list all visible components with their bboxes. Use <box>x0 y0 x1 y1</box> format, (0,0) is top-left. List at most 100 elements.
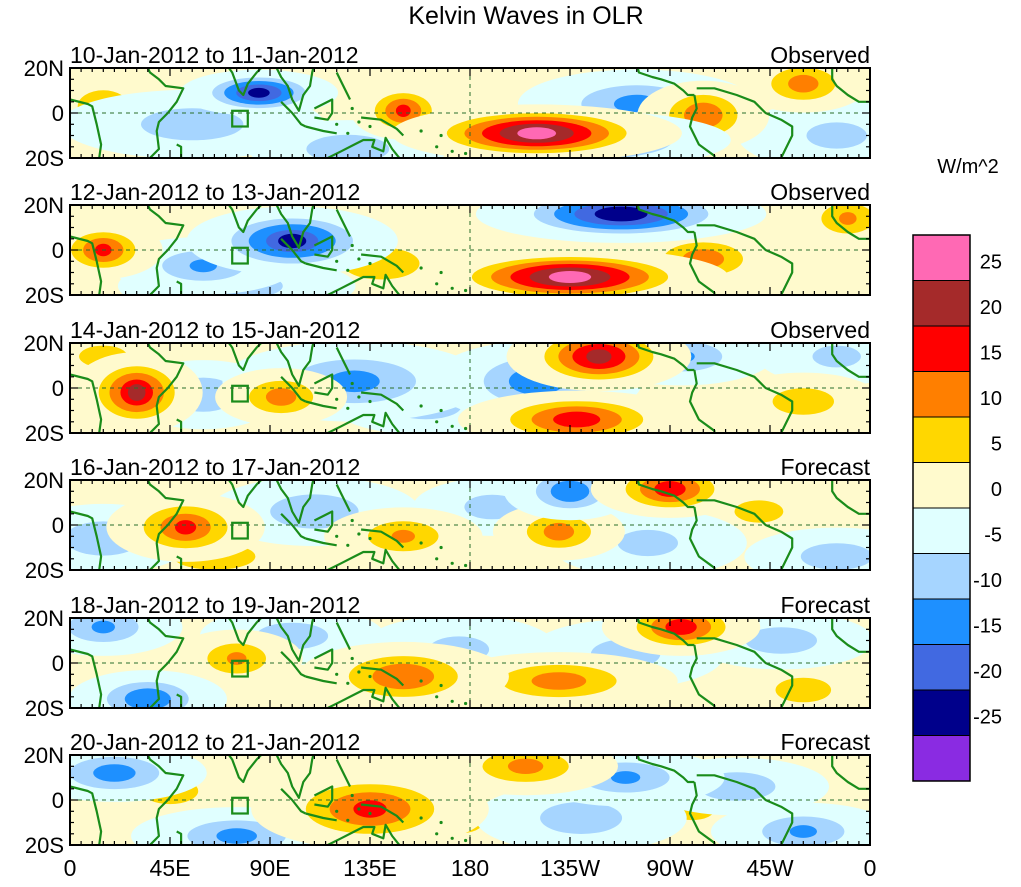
anomaly-contour-band <box>531 672 587 690</box>
sumatra-coast <box>280 513 307 540</box>
west-africa-coast <box>831 343 870 378</box>
panel-period-label: 20-Jan-2012 to 21-Jan-2012 <box>70 729 360 755</box>
lon-tick-label: 90E <box>250 855 291 881</box>
lat-tick-label: 20S <box>25 558 64 583</box>
lon-tick-label: 180 <box>451 855 489 881</box>
panels-group: 20N 0 20S 10-Jan-2012 to 11-Jan-2012 Observe… <box>24 42 871 858</box>
panel-ticks <box>69 617 871 709</box>
colorbar-tick-label: 0 <box>991 479 1002 501</box>
colorbar-tick-label: -25 <box>973 707 1002 729</box>
colorbar-swatch <box>912 689 971 736</box>
island-mark <box>357 395 361 399</box>
olr-field <box>70 205 870 295</box>
sumatra-coast <box>280 651 307 678</box>
new-guinea-coast <box>360 116 405 137</box>
new-guinea-coast <box>360 803 405 824</box>
africa-east-coast <box>146 343 185 433</box>
island-mark <box>419 679 423 683</box>
colorbar-swatch <box>912 553 971 600</box>
colorbar-swatch <box>912 416 971 463</box>
island-mark <box>357 670 361 674</box>
island-mark <box>350 106 354 111</box>
panel-status-label: Observed <box>770 317 870 343</box>
colorbar-swatch <box>912 371 971 418</box>
island-mark <box>435 832 439 836</box>
anomaly-contour-band <box>127 384 146 401</box>
lon-tick-label: 0 <box>864 855 877 881</box>
island-mark <box>439 545 443 550</box>
central-america-coast <box>636 68 695 97</box>
island-mark <box>346 406 350 410</box>
island-mark <box>464 426 468 431</box>
anomaly-contour-band <box>594 206 648 222</box>
lat-tick-label: 20S <box>25 833 64 858</box>
anomaly-contour-band <box>617 529 678 557</box>
south-america-north-coast <box>696 637 794 708</box>
borneo-coast <box>313 785 334 808</box>
anomaly-contour-band <box>124 688 171 708</box>
west-africa-coast <box>831 205 870 240</box>
india-coast <box>227 755 263 784</box>
island-mark <box>357 807 361 811</box>
longitude-axis: 0 45E 90E 135E 180 135W 90W 45W 0 <box>64 855 877 881</box>
island-mark <box>419 129 423 133</box>
island-mark <box>450 836 454 840</box>
africa-west-coast <box>70 648 103 708</box>
philippines-coast <box>335 209 351 237</box>
panel-period-label: 10-Jan-2012 to 11-Jan-2012 <box>70 42 359 68</box>
anomaly-contour-band <box>265 388 297 406</box>
lat-tick-label: 20S <box>25 146 64 171</box>
island-mark <box>439 683 443 688</box>
lat-tick-label: 0 <box>52 376 64 401</box>
lat-tick-label: 20N <box>24 743 64 768</box>
new-guinea-coast <box>360 528 405 549</box>
panel-period-label: 18-Jan-2012 to 19-Jan-2012 <box>70 592 360 618</box>
colorbar-swatch <box>912 234 971 281</box>
island-mark <box>464 563 468 568</box>
anomaly-contour-band <box>550 480 590 502</box>
map-panel: 20N 0 20S 14-Jan-2012 to 15-Jan-2012 Observe… <box>24 317 871 446</box>
philippines-coast <box>335 484 351 512</box>
west-africa-coast <box>831 68 870 103</box>
coastlines <box>70 205 870 295</box>
anomaly-contour-band <box>734 500 784 523</box>
lon-tick-label: 135E <box>343 855 397 881</box>
panel-period-label: 16-Jan-2012 to 17-Jan-2012 <box>70 454 360 480</box>
island-mark <box>439 408 443 413</box>
colorbar-tick-label: 10 <box>980 388 1002 410</box>
island-mark <box>368 399 372 404</box>
central-america-coast <box>636 618 695 647</box>
island-mark <box>335 122 339 126</box>
anomaly-contour-band <box>800 543 870 570</box>
region-box-marker <box>231 246 249 265</box>
sumatra-coast <box>280 788 307 815</box>
west-africa-coast <box>831 618 870 653</box>
java-coast <box>305 675 337 685</box>
colorbar-tick-label: 25 <box>980 252 1002 274</box>
map-panel: 20N 0 20S 12-Jan-2012 to 13-Jan-2012 Observe… <box>24 179 871 308</box>
coastlines <box>70 480 870 570</box>
colorbar-swatch <box>912 735 971 782</box>
africa-west-coast <box>70 785 103 845</box>
anomaly-contour-band <box>788 74 819 93</box>
panel-ticks <box>69 479 871 571</box>
india-coast <box>227 343 263 372</box>
new-guinea-coast <box>360 666 405 687</box>
island-mark <box>346 543 350 547</box>
island-mark <box>419 541 423 545</box>
region-box-marker <box>231 109 249 128</box>
anomaly-contour-band <box>610 771 641 784</box>
panel-period-label: 12-Jan-2012 to 13-Jan-2012 <box>70 179 360 205</box>
australia-coast <box>325 411 401 433</box>
map-panel: 20N 0 20S 18-Jan-2012 to 19-Jan-2012 Forecas… <box>24 592 871 721</box>
anomaly-contour-band <box>665 619 697 635</box>
panel-period-label: 14-Jan-2012 to 15-Jan-2012 <box>70 317 360 343</box>
south-america-north-coast <box>696 774 794 845</box>
island-mark <box>335 534 339 538</box>
anomaly-contour-band <box>507 758 544 774</box>
lat-tick-label: 0 <box>52 788 64 813</box>
anomaly-contour-band <box>141 108 244 141</box>
lon-tick-label: 0 <box>64 855 77 881</box>
central-america-coast <box>636 755 695 784</box>
panel-ticks <box>69 204 871 296</box>
